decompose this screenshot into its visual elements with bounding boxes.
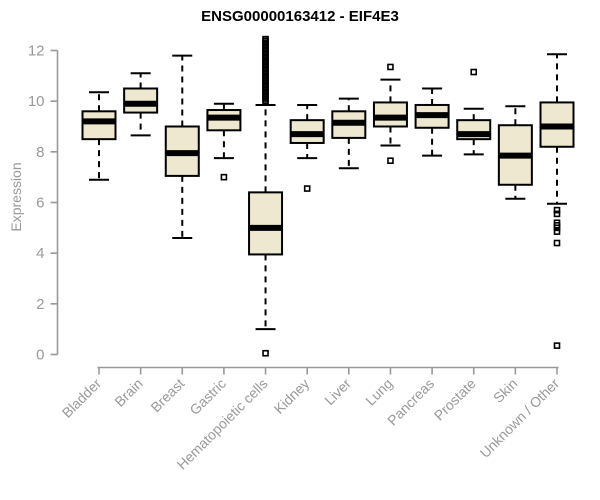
outlier-point [553, 342, 561, 349]
outlier-point [303, 185, 311, 192]
iqr-box [123, 87, 159, 114]
y-tick-label: 8 [36, 144, 44, 161]
iqr-box [372, 101, 408, 128]
x-tick-label-liver: Liver [321, 375, 354, 408]
box-group-pancreas [414, 87, 450, 157]
box-group-skin [497, 105, 533, 200]
x-tick-label-bladder: Bladder [59, 375, 105, 421]
box-group-gastric [206, 102, 242, 181]
x-tick-label-skin: Skin [490, 375, 521, 406]
outlier-point [387, 63, 394, 71]
outlier-point [262, 35, 269, 43]
x-tick-label-unknown-other: Unknown / Other [477, 375, 563, 461]
outlier-point [553, 210, 561, 218]
box-group-lung [372, 63, 408, 164]
iqr-box [81, 110, 117, 141]
iqr-box [248, 191, 284, 256]
box-group-breast [164, 54, 200, 239]
outlier-point [387, 157, 394, 164]
box-group-kidney [289, 103, 325, 192]
y-tick-label: 4 [36, 245, 44, 262]
outlier-point [553, 228, 561, 235]
box-group-bladder [81, 91, 117, 181]
y-tick-label: 6 [36, 195, 44, 212]
box-group-prostate [456, 68, 492, 156]
x-tick-label-lung: Lung [362, 375, 395, 408]
outlier-point [470, 68, 478, 76]
box-group-liver [331, 97, 367, 170]
y-tick-label: 0 [36, 347, 44, 364]
y-tick-label: 2 [36, 296, 44, 313]
x-tick-label-prostate: Prostate [431, 375, 479, 423]
y-tick-label: 10 [28, 93, 45, 110]
x-tick-label-kidney: Kidney [271, 375, 313, 417]
outlier-point [553, 239, 561, 247]
box-group-hematopoietic-cells [248, 35, 284, 357]
outlier-point [553, 224, 561, 232]
box-group-brain [123, 72, 159, 137]
y-tick-label: 12 [28, 43, 45, 60]
box-group-unknown-other [539, 53, 575, 349]
outlier-point [553, 206, 561, 214]
chart-title: ENSG00000163412 - EIF4E3 [201, 8, 399, 25]
x-tick-label-breast: Breast [147, 375, 187, 415]
outlier-point [262, 349, 269, 357]
outlier-point [220, 173, 228, 181]
x-tick-label-brain: Brain [111, 375, 145, 409]
